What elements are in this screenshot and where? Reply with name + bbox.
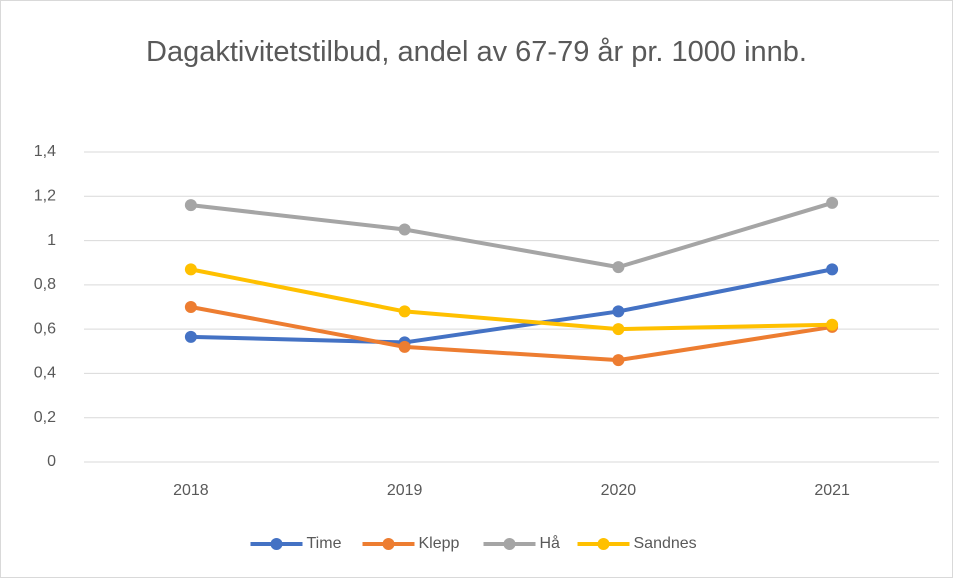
y-tick-label: 1 <box>47 232 56 249</box>
legend-label: Klepp <box>419 535 460 552</box>
point <box>612 261 625 274</box>
legend-marker <box>270 538 283 550</box>
legend-label: Hå <box>540 534 561 552</box>
point <box>826 196 839 209</box>
legend-marker <box>382 538 395 550</box>
y-tick-label: 0,2 <box>34 409 56 426</box>
point <box>184 263 197 276</box>
legend-label: Sandnes <box>634 535 697 552</box>
chart-title: Dagaktivitetstilbud, andel av 67-79 år p… <box>146 36 807 68</box>
x-tick-label: 2018 <box>173 482 209 499</box>
series-line <box>190 201 833 270</box>
point <box>184 330 197 343</box>
point <box>184 199 197 212</box>
y-tick-label: 1,2 <box>34 188 56 205</box>
series-line <box>190 267 833 332</box>
x-tick-label: 2021 <box>814 482 850 499</box>
x-tick-label: 2020 <box>601 482 637 499</box>
y-tick-label: 0,6 <box>34 320 56 337</box>
point <box>612 354 625 367</box>
series-line <box>190 305 833 363</box>
point <box>826 263 839 276</box>
point <box>398 305 411 318</box>
y-tick-label: 1,4 <box>34 143 56 160</box>
title-box: Dagaktivitetstilbud, andel av 67-79 år p… <box>1 29 952 75</box>
point <box>398 223 411 236</box>
point <box>826 318 839 331</box>
point <box>612 305 625 318</box>
point <box>184 301 197 313</box>
y-tick-label: 0,8 <box>34 276 56 293</box>
legend-label: Time <box>307 535 342 552</box>
y-tick-label: 0 <box>47 453 56 470</box>
point <box>612 323 625 336</box>
point <box>398 340 411 353</box>
series-line <box>190 267 833 345</box>
x-tick-label: 2019 <box>387 482 423 499</box>
y-tick-label: 0,4 <box>34 365 56 382</box>
legend-marker <box>597 538 610 550</box>
legend-marker <box>503 538 516 550</box>
